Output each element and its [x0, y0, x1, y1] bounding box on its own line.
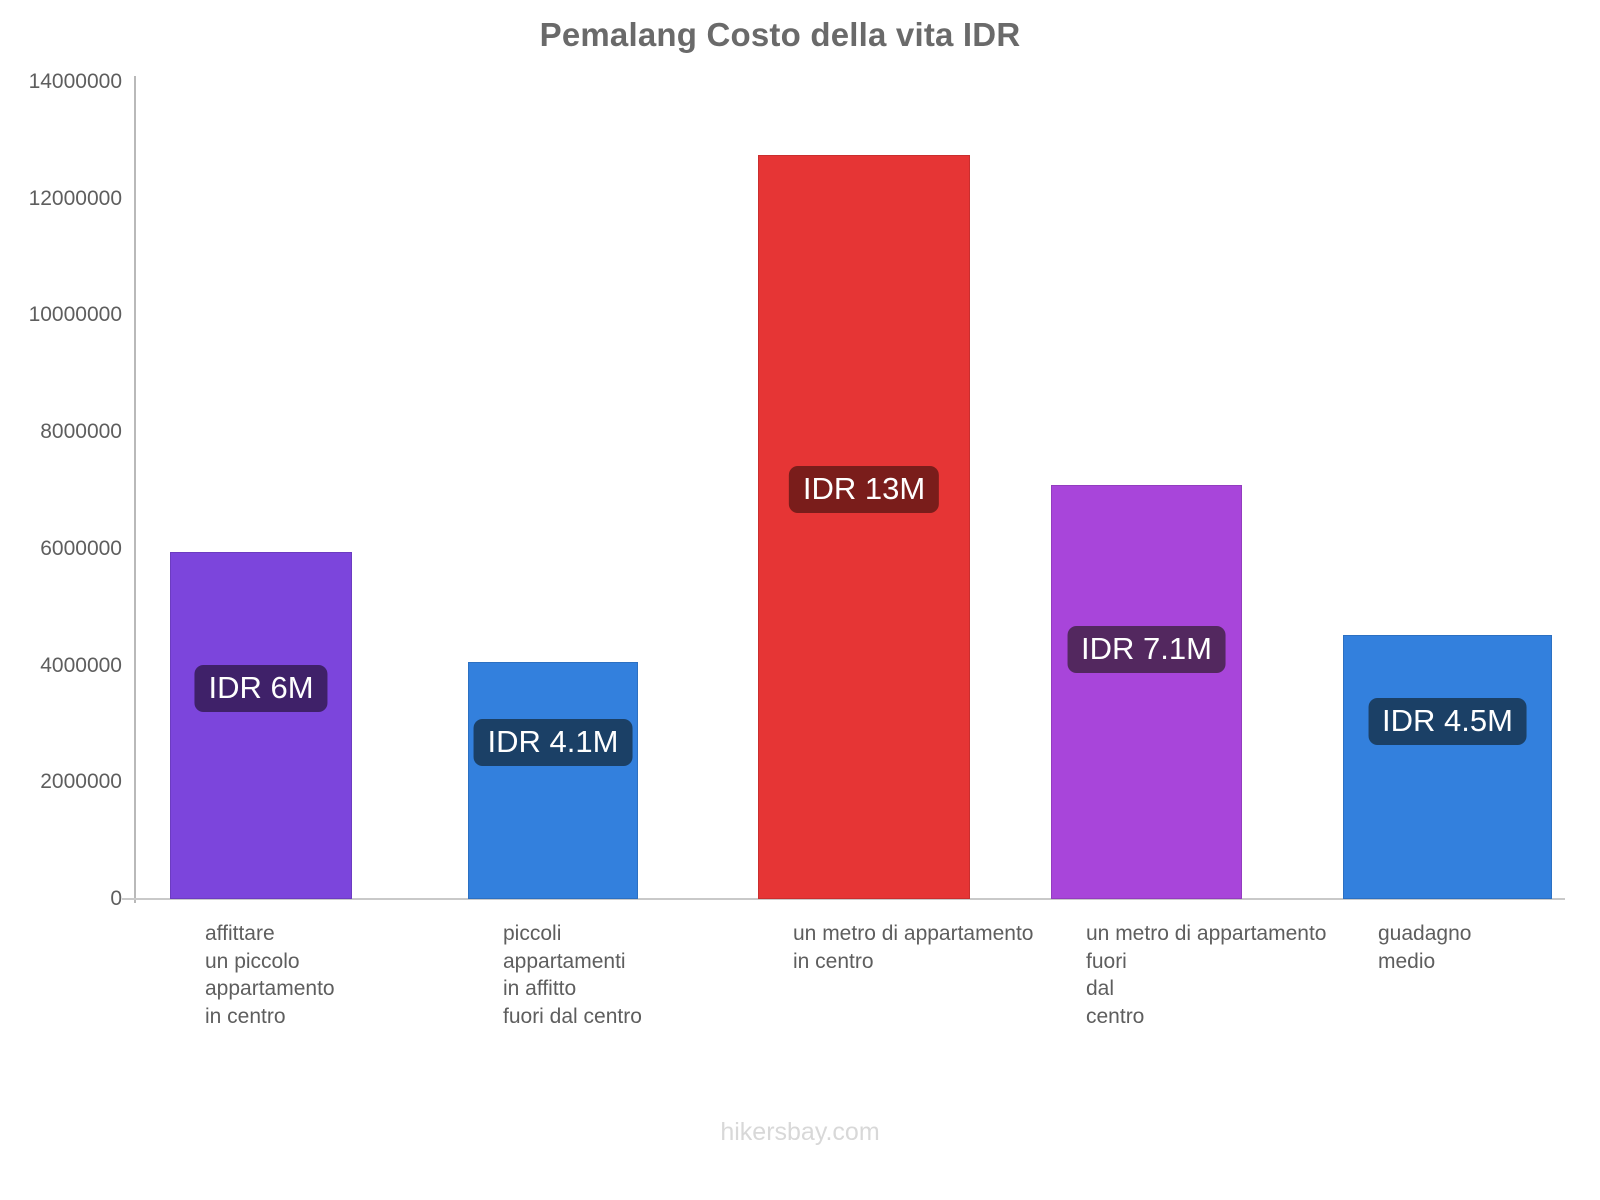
bar-value-label: IDR 6M: [194, 664, 328, 712]
x-axis-category-label: piccoli appartamenti in affitto fuori da…: [503, 922, 642, 1028]
footer-watermark: hikersbay.com: [720, 1118, 880, 1146]
bar[interactable]: IDR 4.1M: [468, 662, 638, 899]
y-axis-tick-label: 2000000: [40, 770, 122, 794]
page-title: Pemalang Costo della vita IDR: [539, 16, 1021, 53]
y-axis-tick-label: 12000000: [28, 186, 122, 210]
bar[interactable]: IDR 4.5M: [1343, 635, 1552, 899]
zero-tick-mark: [122, 898, 136, 900]
x-axis-category-label: un metro di appartamento in centro: [793, 922, 1034, 973]
bar[interactable]: IDR 6M: [170, 551, 352, 899]
bar-value-label: IDR 7.1M: [1067, 625, 1226, 673]
y-axis-tick-label: 6000000: [40, 536, 122, 560]
bar-value-label: IDR 4.5M: [1368, 698, 1527, 746]
bar[interactable]: IDR 13M: [758, 154, 970, 899]
y-axis-tick-label: 10000000: [28, 303, 122, 327]
x-axis-category-label: affittare un piccolo appartamento in cen…: [205, 922, 335, 1028]
y-axis-tick-label: 0: [110, 887, 122, 910]
x-axis-line: [135, 898, 1565, 900]
y-axis-line: [134, 76, 136, 903]
y-axis-tick-label: 4000000: [40, 653, 122, 677]
y-axis-tick-labels: 0 2000000 4000000 6000000 8000000 10000000 120…: [0, 0, 122, 1200]
x-axis-category-label: guadagno medio: [1378, 922, 1472, 973]
bar-value-label: IDR 4.1M: [473, 719, 633, 767]
y-axis-tick-label: 14000000: [28, 70, 122, 93]
y-axis-tick-label: 8000000: [40, 420, 122, 444]
bar-value-label: IDR 13M: [788, 465, 940, 513]
bar[interactable]: IDR 7.1M: [1051, 484, 1242, 899]
x-axis-category-label: un metro di appartamento fuori dal centr…: [1086, 922, 1327, 1028]
plot-area: IDR 6M IDR 4.1M IDR 13M IDR 7.1M IDR 4.5M: [135, 82, 1565, 899]
